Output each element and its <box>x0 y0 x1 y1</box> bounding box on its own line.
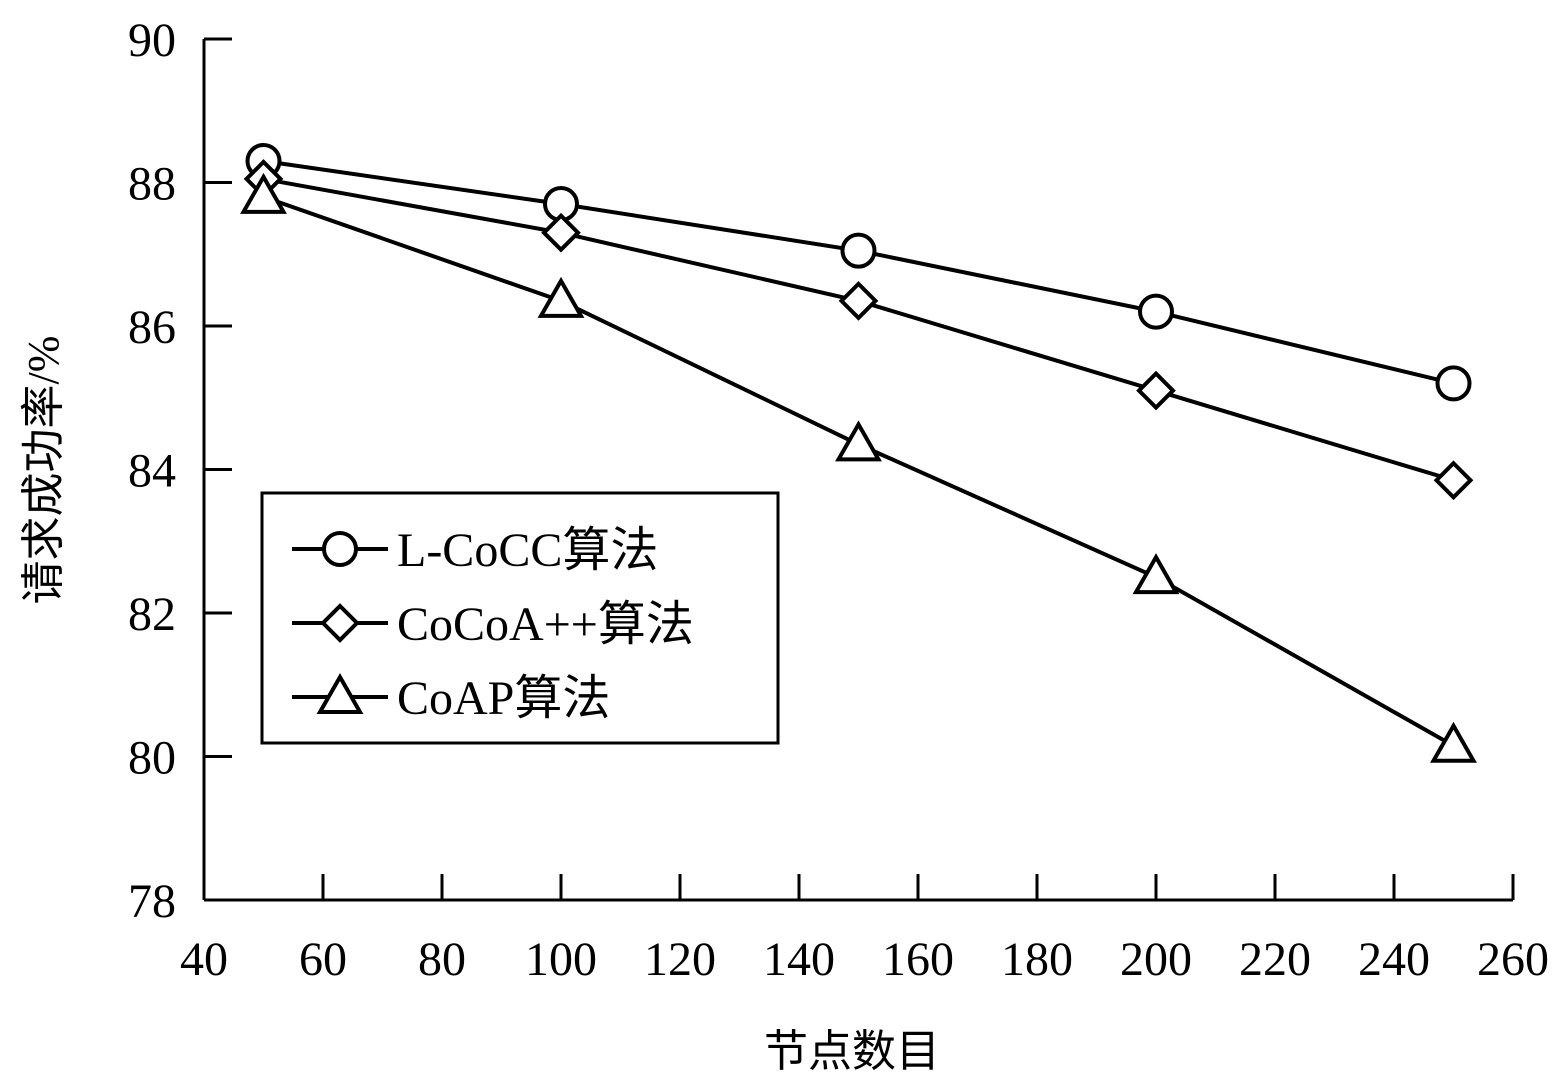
data-point-circle <box>1138 293 1174 330</box>
data-point-triangle <box>537 276 585 318</box>
legend-label: CoCoA++算法 <box>397 598 694 651</box>
legend-label: L-CoCC算法 <box>397 524 658 577</box>
data-point-triangle <box>240 172 287 214</box>
legend-marker-circle <box>322 531 358 567</box>
data-point-diamond <box>1433 460 1474 501</box>
x-tick-label: 180 <box>1001 933 1073 986</box>
data-point-diamond <box>1136 370 1176 411</box>
axes: 78 80 82 84 86 88 90 40 60 80 100 120 140 160 180 200 22… <box>128 14 1549 986</box>
y-tick-label: 86 <box>128 301 176 354</box>
x-tick-label: 40 <box>180 933 228 986</box>
series-layer <box>240 142 1477 763</box>
x-tick-label: 260 <box>1477 933 1549 986</box>
data-point-triangle <box>835 420 882 462</box>
series-diamond <box>243 159 1474 501</box>
legend: L-CoCC算法 CoCoA++算法 CoAP算法 <box>260 491 780 745</box>
y-tick-label: 90 <box>128 14 176 67</box>
series-triangle <box>240 172 1477 763</box>
data-point-circle <box>840 232 877 269</box>
x-tick-label: 80 <box>418 933 466 986</box>
data-point-diamond <box>541 212 581 253</box>
x-tick-label: 120 <box>644 933 716 986</box>
x-tick-label: 220 <box>1239 933 1311 986</box>
series-line <box>263 158 1454 386</box>
x-tick-label: 200 <box>1120 933 1192 986</box>
data-point-triangle <box>1430 721 1477 763</box>
y-axis-label: 请求成功率/% <box>19 336 68 605</box>
series-circle <box>245 142 1472 402</box>
y-tick-label: 82 <box>128 588 176 641</box>
x-tick-label: 60 <box>299 933 347 986</box>
data-point-circle <box>1435 365 1472 402</box>
x-tick-label: 100 <box>525 933 597 986</box>
y-tick-label: 84 <box>128 445 176 498</box>
legend-label: CoAP算法 <box>397 672 610 725</box>
y-tick-label: 80 <box>128 732 176 785</box>
x-tick-label: 160 <box>882 933 954 986</box>
data-point-triangle <box>1132 553 1180 595</box>
data-point-diamond <box>838 281 879 321</box>
y-tick-label: 78 <box>128 875 176 928</box>
legend-marker-triangle <box>316 672 364 714</box>
x-tick-label: 240 <box>1358 933 1430 986</box>
x-axis-label: 节点数目 <box>764 1027 940 1076</box>
x-tick-label: 140 <box>763 933 835 986</box>
y-tick-label: 88 <box>128 158 176 211</box>
legend-marker-diamond <box>320 603 360 643</box>
